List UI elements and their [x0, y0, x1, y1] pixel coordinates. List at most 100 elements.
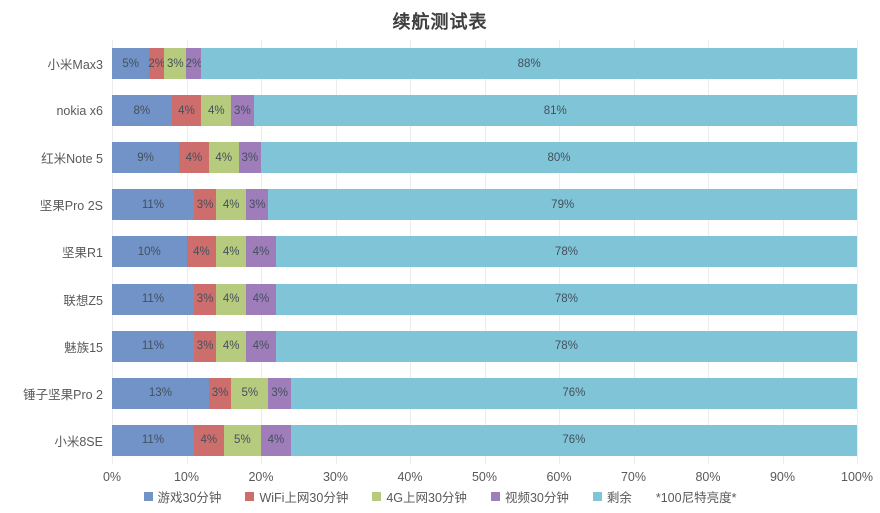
legend-item: 剩余 [592, 487, 632, 506]
bar-row: 魅族15 11% 3% 4% 4% 78% [0, 323, 857, 370]
data-label: 3% [211, 387, 229, 400]
stacked-bar: 11% 3% 4% 4% 78% [112, 283, 857, 315]
y-axis-label: 红米Note 5 [41, 152, 103, 167]
data-label: 4% [252, 340, 270, 353]
bar-segment: 81% [253, 95, 857, 127]
gridline [857, 40, 858, 464]
y-axis-label: 锤子坚果Pro 2 [23, 387, 103, 402]
stacked-bar: 11% 4% 5% 4% 76% [112, 424, 857, 456]
bar-row: 联想Z5 11% 3% 4% 4% 78% [0, 276, 857, 323]
bar-row: 坚果Pro 2S 11% 3% 4% 3% 79% [0, 181, 857, 228]
y-axis-label: 小米Max3 [47, 58, 103, 73]
bar-segment: 9% [112, 142, 180, 174]
bar-segment: 11% [112, 330, 194, 362]
bar-segment: 3% [238, 142, 261, 174]
x-axis-tick-label: 10% [173, 470, 200, 484]
bar-row: 坚果R1 10% 4% 4% 4% 78% [0, 228, 857, 275]
data-label: 4% [193, 245, 210, 258]
legend-note: *100尼特亮度* [655, 491, 737, 505]
data-label: 5% [122, 57, 139, 70]
x-axis-tick-label: 50% [471, 470, 498, 484]
bar-segment: 3% [193, 283, 217, 315]
data-label: 78% [554, 245, 578, 258]
data-label: 11% [141, 434, 165, 447]
bar-segment: 13% [112, 377, 209, 409]
legend-label: 4G上网30分钟 [386, 491, 467, 505]
bar-row: 锤子坚果Pro 2 13% 3% 5% 3% 76% [0, 370, 857, 417]
data-label: 3% [196, 340, 214, 353]
stacked-bar: 10% 4% 4% 4% 78% [112, 236, 857, 268]
x-axis-tick-label: 90% [769, 470, 796, 484]
data-label: 80% [547, 151, 571, 164]
bar-segment: 4% [246, 236, 276, 268]
legend-swatch [245, 492, 255, 501]
bar-segment: 2% [148, 48, 165, 80]
data-label: 11% [141, 340, 165, 353]
bar-segment: 3% [193, 189, 217, 221]
bar-segment: 4% [216, 330, 247, 362]
bar-segment: 11% [112, 283, 194, 315]
bar-segment: 3% [164, 48, 187, 80]
bar-segment: 78% [275, 236, 857, 268]
bar-segment: 11% [112, 424, 194, 456]
y-axis-label: 坚果Pro 2S [39, 199, 103, 214]
stacked-bar: 8% 4% 4% 3% 81% [112, 95, 857, 127]
bar-segment: 3% [268, 377, 291, 409]
bar-segment: 11% [112, 189, 194, 221]
bar-segment: 5% [231, 377, 269, 409]
bar-row: 小米8SE 11% 4% 5% 4% 76% [0, 417, 857, 464]
bar-segment: 4% [171, 95, 202, 127]
bar-row: nokia x6 8% 4% 4% 3% 81% [0, 87, 857, 134]
stacked-bar: 9% 4% 4% 3% 80% [112, 142, 857, 174]
bar-segment: 2% [185, 48, 203, 80]
data-label: 79% [551, 198, 575, 211]
y-axis-label: 魅族15 [64, 340, 103, 355]
bar-segment: 4% [246, 330, 276, 362]
x-axis-tick-label: 100% [841, 470, 873, 484]
data-label: 5% [234, 434, 251, 447]
x-axis: 0% 10% 20% 30% 40% 50% 60% 70% 80% 90% 100% [103, 468, 873, 486]
bar-segment: 88% [201, 48, 857, 80]
data-label: 4% [222, 340, 240, 353]
data-label: 3% [248, 198, 266, 211]
legend-item: 视频30分钟 [490, 487, 569, 506]
bar-segment: 3% [193, 330, 217, 362]
legend-label: 视频30分钟 [504, 491, 569, 505]
bar-segment: 76% [290, 377, 857, 409]
data-label: 76% [562, 434, 586, 447]
bar-segment: 3% [246, 189, 269, 221]
y-axis-label: nokia x6 [56, 103, 103, 118]
bar-segment: 79% [268, 189, 857, 221]
data-label: 10% [137, 245, 161, 258]
bar-segment: 4% [216, 236, 247, 268]
legend-swatch [143, 492, 153, 501]
data-label: 5% [241, 387, 259, 400]
data-label: 4% [252, 245, 270, 258]
chart-title: 续航测试表 [392, 12, 488, 32]
stacked-bar: 11% 3% 4% 3% 79% [112, 189, 857, 221]
bar-row: 小米Max3 5% 2% 3% 2% 88% [0, 40, 857, 87]
bar-segment: 4% [193, 424, 224, 456]
bar-segment: 4% [179, 142, 209, 174]
legend-swatch [592, 492, 602, 501]
data-label: 2% [185, 57, 203, 70]
data-label: 4% [222, 198, 240, 211]
data-label: 2% [148, 57, 165, 70]
bar-segment: 76% [290, 424, 857, 456]
bar-segment: 80% [260, 142, 857, 174]
stacked-bar: 13% 3% 5% 3% 76% [112, 377, 857, 409]
data-label: 78% [554, 340, 578, 353]
data-label: 13% [148, 387, 172, 400]
legend-item: 4G上网30分钟 [372, 487, 467, 506]
legend-item: WiFi上网30分钟 [245, 487, 348, 506]
bar-segment: 10% [112, 236, 187, 268]
data-label: 88% [517, 57, 541, 70]
y-axis-label: 联想Z5 [63, 293, 103, 308]
legend-label: 游戏30分钟 [157, 491, 222, 505]
x-axis-tick-label: 70% [620, 470, 647, 484]
stacked-bar: 11% 3% 4% 4% 78% [112, 330, 857, 362]
bar-segment: 4% [201, 95, 232, 127]
x-axis-tick-label: 0% [102, 470, 122, 484]
bar-segment: 78% [275, 330, 857, 362]
